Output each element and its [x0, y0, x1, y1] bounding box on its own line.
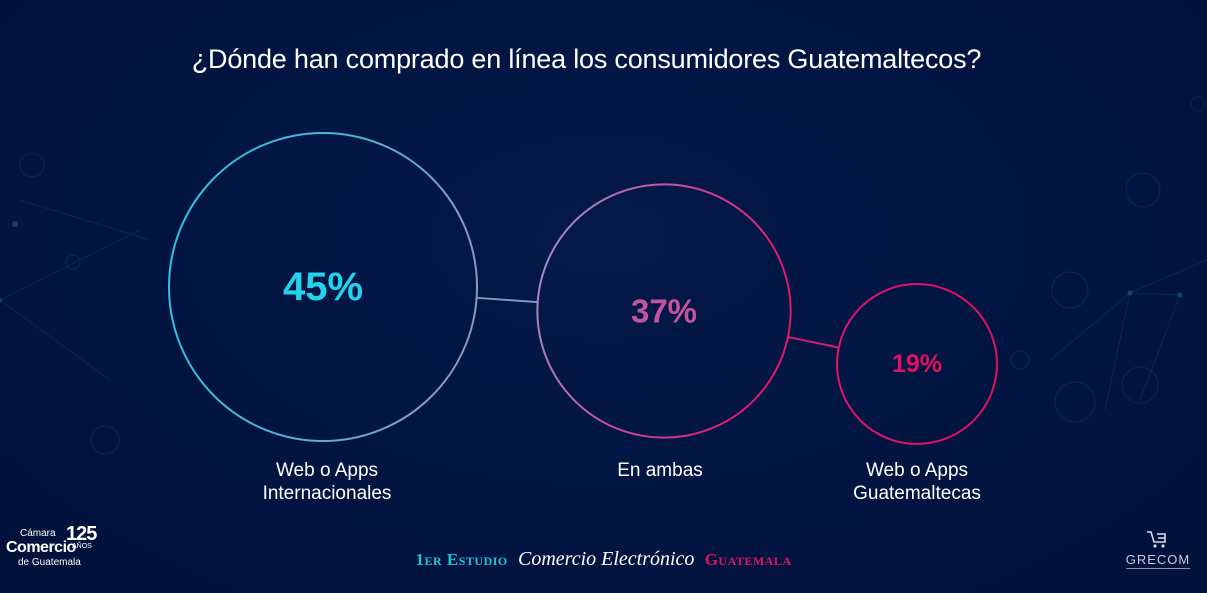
- category-label-line: Guatemaltecas: [853, 483, 981, 504]
- study-banner: 1er Estudio Comercio Electrónico Guatema…: [0, 548, 1207, 571]
- grecom-brand-text: GRECOM: [1125, 552, 1191, 569]
- category-label: En ambas: [550, 459, 770, 482]
- logo-camara-text: Cámara: [20, 528, 56, 539]
- connector-line: [476, 296, 538, 304]
- logo-years-label: AÑOS: [72, 543, 92, 550]
- logo-years-number: 125: [66, 523, 97, 545]
- page-title-text: ¿Dónde han comprado en línea los consumi…: [191, 44, 982, 74]
- category-label: Web o Apps Guatemaltecas: [807, 459, 1027, 505]
- bubble: [836, 283, 998, 445]
- bubble: [536, 183, 792, 439]
- bubble-value-label: 45%: [283, 265, 363, 309]
- study-part3: Guatemala: [704, 550, 792, 569]
- page-title: ¿Dónde han comprado en línea los consumi…: [0, 44, 1207, 75]
- study-part2: Comercio Electrónico: [518, 548, 695, 570]
- category-label: Web o Apps Internacionales: [217, 459, 437, 505]
- shopping-cart-icon: [1147, 531, 1166, 548]
- category-label-line: Web o Apps: [275, 460, 379, 481]
- logo-guatemala-text: de Guatemala: [18, 557, 81, 568]
- bubble-value-label: 37%: [631, 293, 697, 330]
- bubble-value-label: 19%: [892, 350, 942, 378]
- study-part1: 1er Estudio: [415, 550, 508, 569]
- category-label-line: En ambas: [617, 460, 703, 481]
- logo-comercio-text: Comercio: [6, 539, 76, 556]
- grecom-logo: GRECOM: [1120, 530, 1196, 574]
- camara-comercio-logo: Cámara Comercio de Guatemala 125 AÑOS: [4, 523, 104, 576]
- bubble: [168, 132, 478, 442]
- category-label-line: Web o Apps: [865, 460, 969, 481]
- connector-line: [787, 335, 839, 349]
- category-label-line: Internacionales: [262, 483, 392, 504]
